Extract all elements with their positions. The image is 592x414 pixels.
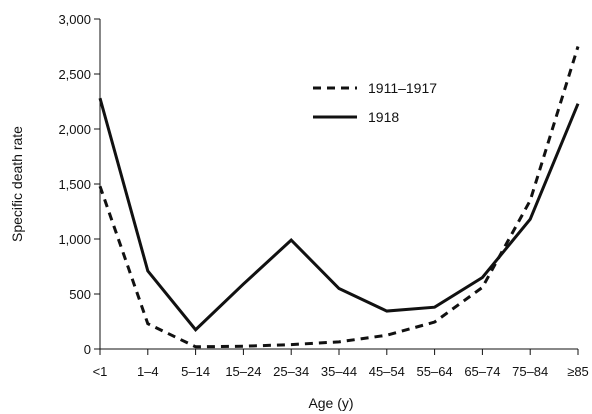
- x-tick-label: 15–24: [225, 364, 261, 379]
- y-tick-label: 1,500: [58, 177, 91, 192]
- legend-label-1918: 1918: [368, 109, 399, 125]
- x-tick-label: 65–74: [464, 364, 500, 379]
- y-tick-label: 500: [69, 287, 91, 302]
- y-tick-label: 2,500: [58, 67, 91, 82]
- y-tick-label: 2,000: [58, 122, 91, 137]
- x-axis-title: Age (y): [308, 395, 353, 411]
- x-tick-label: 75–84: [512, 364, 548, 379]
- x-tick-label: 55–64: [417, 364, 453, 379]
- x-tick-label: 5–14: [181, 364, 210, 379]
- x-tick-label: ≥85: [567, 364, 589, 379]
- y-ticks: 0 500 1,000 1,500 2,000 2,500 3,000: [58, 12, 100, 357]
- x-tick-label: 25–34: [273, 364, 309, 379]
- legend: 1911–1917 1918: [313, 80, 437, 125]
- y-axis-title: Specific death rate: [9, 126, 25, 242]
- x-tick-label: 35–44: [321, 364, 357, 379]
- x-tick-label: 1–4: [137, 364, 159, 379]
- series-layer: [98, 46, 580, 349]
- x-tick-label: <1: [93, 364, 108, 379]
- y-tick-label: 3,000: [58, 12, 91, 27]
- legend-label-1911-1917: 1911–1917: [368, 80, 437, 96]
- x-ticks: <1 1–4 5–14 15–24 25–34 35–44 45–54 55–64 65–74 7…: [93, 349, 589, 379]
- y-tick-label: 0: [84, 342, 91, 357]
- x-tick-label: 45–54: [369, 364, 405, 379]
- series-line-1918: [98, 97, 580, 332]
- y-tick-label: 1,000: [58, 232, 91, 247]
